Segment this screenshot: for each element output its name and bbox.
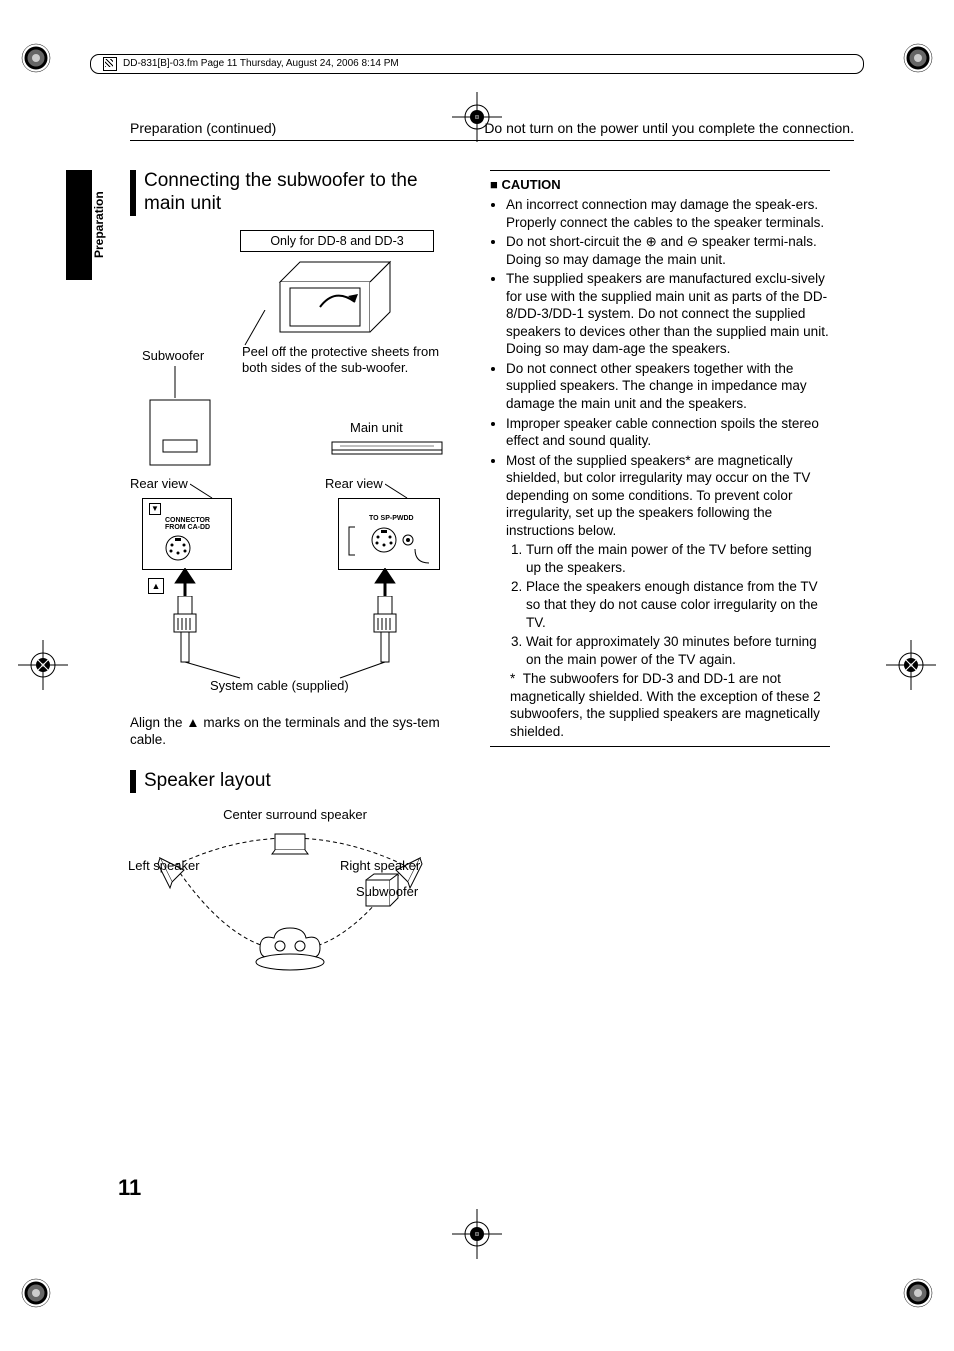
rear-right-leader <box>385 480 415 500</box>
caution-sub-item: Wait for approximately 30 minutes before… <box>526 633 830 668</box>
reg-mark-tr <box>900 40 936 76</box>
fm-header-text: DD-831[B]-03.fm Page 11 Thursday, August… <box>123 55 399 73</box>
caution-star-text: The subwoofers for DD-3 and DD-1 are not… <box>510 671 821 739</box>
bracket-icon <box>345 525 359 559</box>
framemaker-header: DD-831[B]-03.fm Page 11 Thursday, August… <box>90 54 864 74</box>
reg-mark-br <box>900 1275 936 1311</box>
page-icon <box>103 57 117 71</box>
caution-heading: ■ CAUTION <box>490 177 830 192</box>
left-speaker-label: Left speaker <box>128 858 200 873</box>
subwoofer-layout-label: Subwoofer <box>356 884 418 899</box>
only-for-box: Only for DD-8 and DD-3 <box>240 230 434 252</box>
subwoofer-diagram: Only for DD-8 and DD-3 Subwoofer Peel of… <box>130 230 460 710</box>
cable-plug-left <box>172 596 198 666</box>
caution-item: Do not connect other speakers together w… <box>506 360 830 413</box>
to-sp-text: TO SP-PWDD <box>369 515 414 522</box>
page-number: 11 <box>118 1175 141 1201</box>
main-unit-label: Main unit <box>350 420 403 435</box>
reg-mark-tl <box>18 40 54 76</box>
rear-panel-left: ▼ CONNECTOR FROM CA-DD <box>142 498 232 570</box>
speaker-layout-diagram: Left speaker Right speaker Subwoofer <box>130 828 450 1008</box>
din-connector-right-icon <box>369 525 399 555</box>
side-tab-black <box>66 170 92 280</box>
peel-leader <box>235 310 275 350</box>
crosshair-right <box>886 640 936 690</box>
triangle-mark-left: ▲ <box>148 578 164 594</box>
side-tab-label: Preparation <box>92 170 106 280</box>
caution-list: An incorrect connection may damage the s… <box>490 196 830 740</box>
caution-star-note: * The subwoofers for DD-3 and DD-1 are n… <box>510 670 830 740</box>
caution-sublist: Turn off the main power of the TV before… <box>506 541 830 668</box>
arrow-up-left-icon <box>170 568 200 598</box>
caution-sub-item: Turn off the main power of the TV before… <box>526 541 830 576</box>
caution-item: Improper speaker cable connection spoils… <box>506 415 830 450</box>
subwoofer-front-drawing <box>145 395 225 475</box>
reg-mark-bl <box>18 1275 54 1311</box>
right-speaker-label: Right speaker <box>340 858 420 873</box>
arrow-up-right-icon <box>370 568 400 598</box>
caution-sub-item: Place the speakers enough distance from … <box>526 578 830 631</box>
cable-caption-leaders <box>180 662 400 682</box>
running-header: Preparation (continued) Do not turn on t… <box>130 120 854 141</box>
align-text: Align the ▲ marks on the terminals and t… <box>130 714 460 749</box>
caution-item-text: Most of the supplied speakers* are magne… <box>506 453 810 538</box>
crosshair-left <box>18 640 68 690</box>
running-header-right: Do not turn on the power until you compl… <box>484 120 854 136</box>
caution-item: Most of the supplied speakers* are magne… <box>506 452 830 741</box>
rear-view-right-label: Rear view <box>325 476 383 491</box>
curve-icon <box>413 547 433 567</box>
section-title-subwoofer: Connecting the subwoofer to the main uni… <box>130 170 460 216</box>
rear-panel-right: TO SP-PWDD <box>338 498 440 570</box>
running-header-left: Preparation (continued) <box>130 120 276 136</box>
rear-left-leader <box>190 480 220 500</box>
section-title-speaker-layout: Speaker layout <box>130 770 460 793</box>
subwoofer-top-drawing <box>260 252 410 342</box>
rear-view-left-label: Rear view <box>130 476 188 491</box>
din-connector-left-icon <box>163 533 193 563</box>
center-speaker-label: Center surround speaker <box>130 807 460 822</box>
caution-item: Do not short-circuit the ⊕ and ⊖ speaker… <box>506 233 830 268</box>
cable-plug-right <box>372 596 398 666</box>
main-unit-drawing <box>330 438 450 462</box>
connector-text: CONNECTOR FROM CA-DD <box>165 517 231 531</box>
crosshair-bottom <box>452 1209 502 1259</box>
caution-item: The supplied speakers are manufactured e… <box>506 270 830 358</box>
caution-block: ■ CAUTION An incorrect connection may da… <box>490 170 830 747</box>
caution-item: An incorrect connection may damage the s… <box>506 196 830 231</box>
